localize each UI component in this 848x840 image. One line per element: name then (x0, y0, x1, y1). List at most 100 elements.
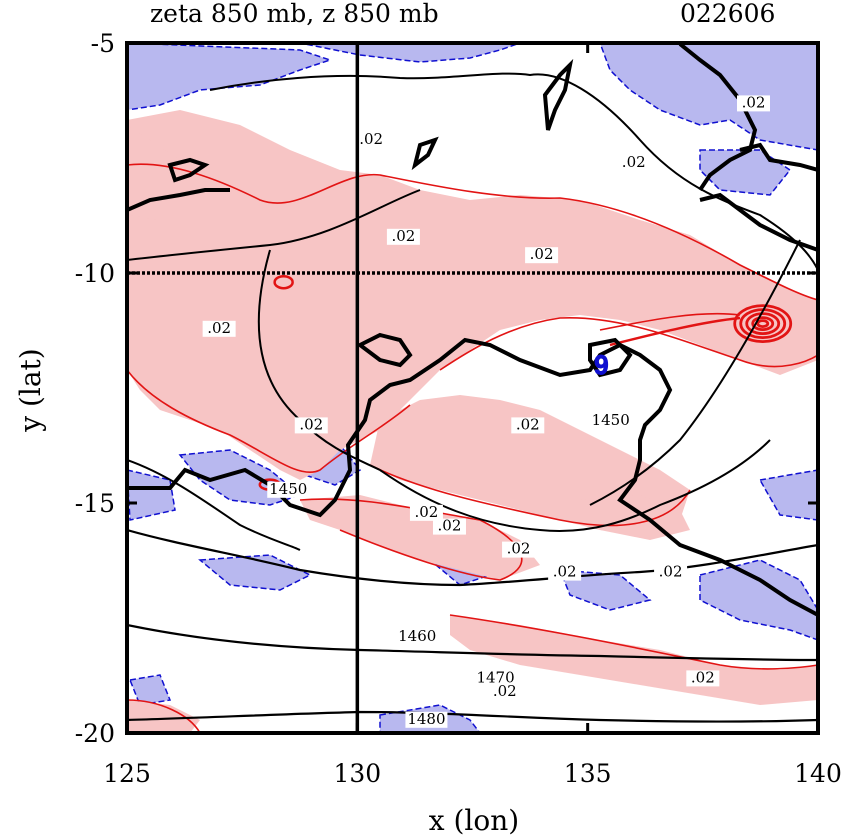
y-axis-label: y (lat) (14, 348, 47, 432)
thick-boundary-line (411, 136, 439, 171)
contour-label-background (525, 247, 559, 264)
y-tick-label-minus20: -20 (75, 719, 115, 748)
contour-label-background (354, 132, 388, 149)
contour-label-background (654, 564, 688, 581)
positive-vorticity-contour (599, 312, 741, 331)
positive-vorticity-contour (127, 699, 201, 733)
height-contour (257, 249, 381, 471)
contour-label-background (548, 564, 582, 581)
x-axis-label: x (lon) (429, 804, 519, 837)
positive-vorticity-contour (127, 163, 818, 301)
vortex-ring (745, 312, 781, 336)
negative-vorticity-region (758, 469, 818, 521)
vortex-ring (756, 319, 770, 329)
height-contour (589, 239, 801, 506)
vorticity-contour-label: .02 (415, 503, 439, 521)
contour-label-background (396, 629, 439, 645)
vorticity-contour-label: .02 (516, 415, 540, 433)
thick-boundary-line (588, 337, 633, 378)
positive-vorticity-contour (439, 316, 818, 371)
thick-boundary-line (356, 332, 413, 368)
positive-vorticity-contour (127, 369, 411, 474)
y-tick-label-minus5: -5 (91, 29, 115, 58)
vorticity-contour-label: .02 (299, 415, 323, 433)
vorticity-contour-label: .02 (553, 563, 577, 581)
height-contour (127, 623, 818, 662)
height-contour (127, 189, 421, 261)
x-tick-label-130: 130 (333, 759, 381, 788)
height-contour-label: 1480 (407, 710, 445, 728)
contour-label-background (686, 670, 720, 687)
axis-ticks (125, 41, 820, 735)
negative-vorticity-region (699, 149, 792, 196)
x-tick-label-140: 140 (794, 759, 842, 788)
contour-label-background (617, 155, 651, 172)
y-tick-label-minus10: -10 (75, 259, 115, 288)
contour-label-background (405, 711, 448, 728)
height-contour (127, 528, 818, 587)
contour-label-background (589, 412, 632, 429)
contour-label-background (267, 481, 310, 498)
thick-boundary-line (127, 337, 818, 617)
thick-boundary-line (739, 142, 818, 172)
vorticity-contour-label: .02 (493, 682, 517, 700)
vortex-tail-contour (609, 316, 741, 347)
vorticity-contour-label: .02 (359, 130, 383, 148)
small-vortex-ring (273, 274, 294, 290)
x-tick-label-125: 125 (103, 759, 151, 788)
positive-vorticity-region (127, 125, 260, 230)
contour-labels: 14501450146014701480.02.02.02.02.02.02.0… (202, 93, 771, 728)
x-tick-label-135: 135 (564, 759, 612, 788)
vorticity-contour-label: .02 (742, 93, 766, 111)
contour-label-background (409, 504, 443, 521)
positive-vorticity-region (450, 615, 818, 705)
thick-boundary-line (699, 192, 818, 252)
contour-label-background (432, 518, 466, 535)
contour-label-background (386, 228, 420, 245)
vorticity-contour-label: .02 (507, 540, 531, 558)
positive-vorticity-region (127, 700, 200, 733)
reference-lines (127, 43, 818, 733)
thick-boundary-line (167, 157, 210, 183)
positive-vorticity-region (300, 495, 540, 580)
positive-vorticity-region (127, 110, 818, 480)
vorticity-contour-label: .02 (207, 319, 231, 337)
contour-label-background (202, 320, 236, 337)
thick-boundary-line (127, 188, 230, 212)
height-contour-label: 1450 (592, 411, 630, 429)
vortex-ring (751, 316, 775, 332)
contour-field: 14501450146014701480.02.02.02.02.02.02.0… (127, 43, 818, 733)
vorticity-contour-label: .02 (691, 668, 715, 686)
height-contour (379, 439, 771, 532)
thick-boundary-line (678, 43, 758, 192)
vorticity-contour-label: .02 (438, 517, 462, 535)
contour-label-background (294, 417, 328, 434)
positive-vorticity-contours (127, 163, 818, 733)
height-contour (127, 710, 818, 723)
vorticity-contour-label: .02 (622, 153, 646, 171)
y-tick-label-minus15: -15 (75, 489, 115, 518)
height-contour-label: 1470 (476, 668, 514, 686)
tropical-cyclone-symbol: 𝟗 (594, 351, 608, 381)
positive-vorticity-contour (369, 464, 691, 527)
negative-vorticity-region (699, 559, 818, 641)
negative-vorticity-region (128, 674, 172, 706)
height-contour-label: 1450 (269, 480, 307, 498)
contour-label-background (474, 670, 517, 687)
positive-vorticity-regions (127, 110, 818, 733)
thick-boundary-line (542, 58, 574, 131)
positive-vorticity-contour (449, 614, 818, 670)
height-contour-label: 1460 (398, 627, 436, 645)
contour-label-background (511, 417, 545, 434)
vorticity-contour-label: .02 (530, 245, 554, 263)
contour-label-background (488, 684, 522, 701)
vorticity-contour-label: .02 (659, 563, 683, 581)
plot-frame (125, 41, 820, 735)
negative-vorticity-region (599, 43, 818, 151)
contour-label-background (737, 95, 771, 112)
height-contours (127, 43, 818, 723)
height-contour (127, 459, 301, 551)
negative-vorticity-region (198, 554, 312, 591)
vorticity-contour-label: .02 (391, 227, 415, 245)
